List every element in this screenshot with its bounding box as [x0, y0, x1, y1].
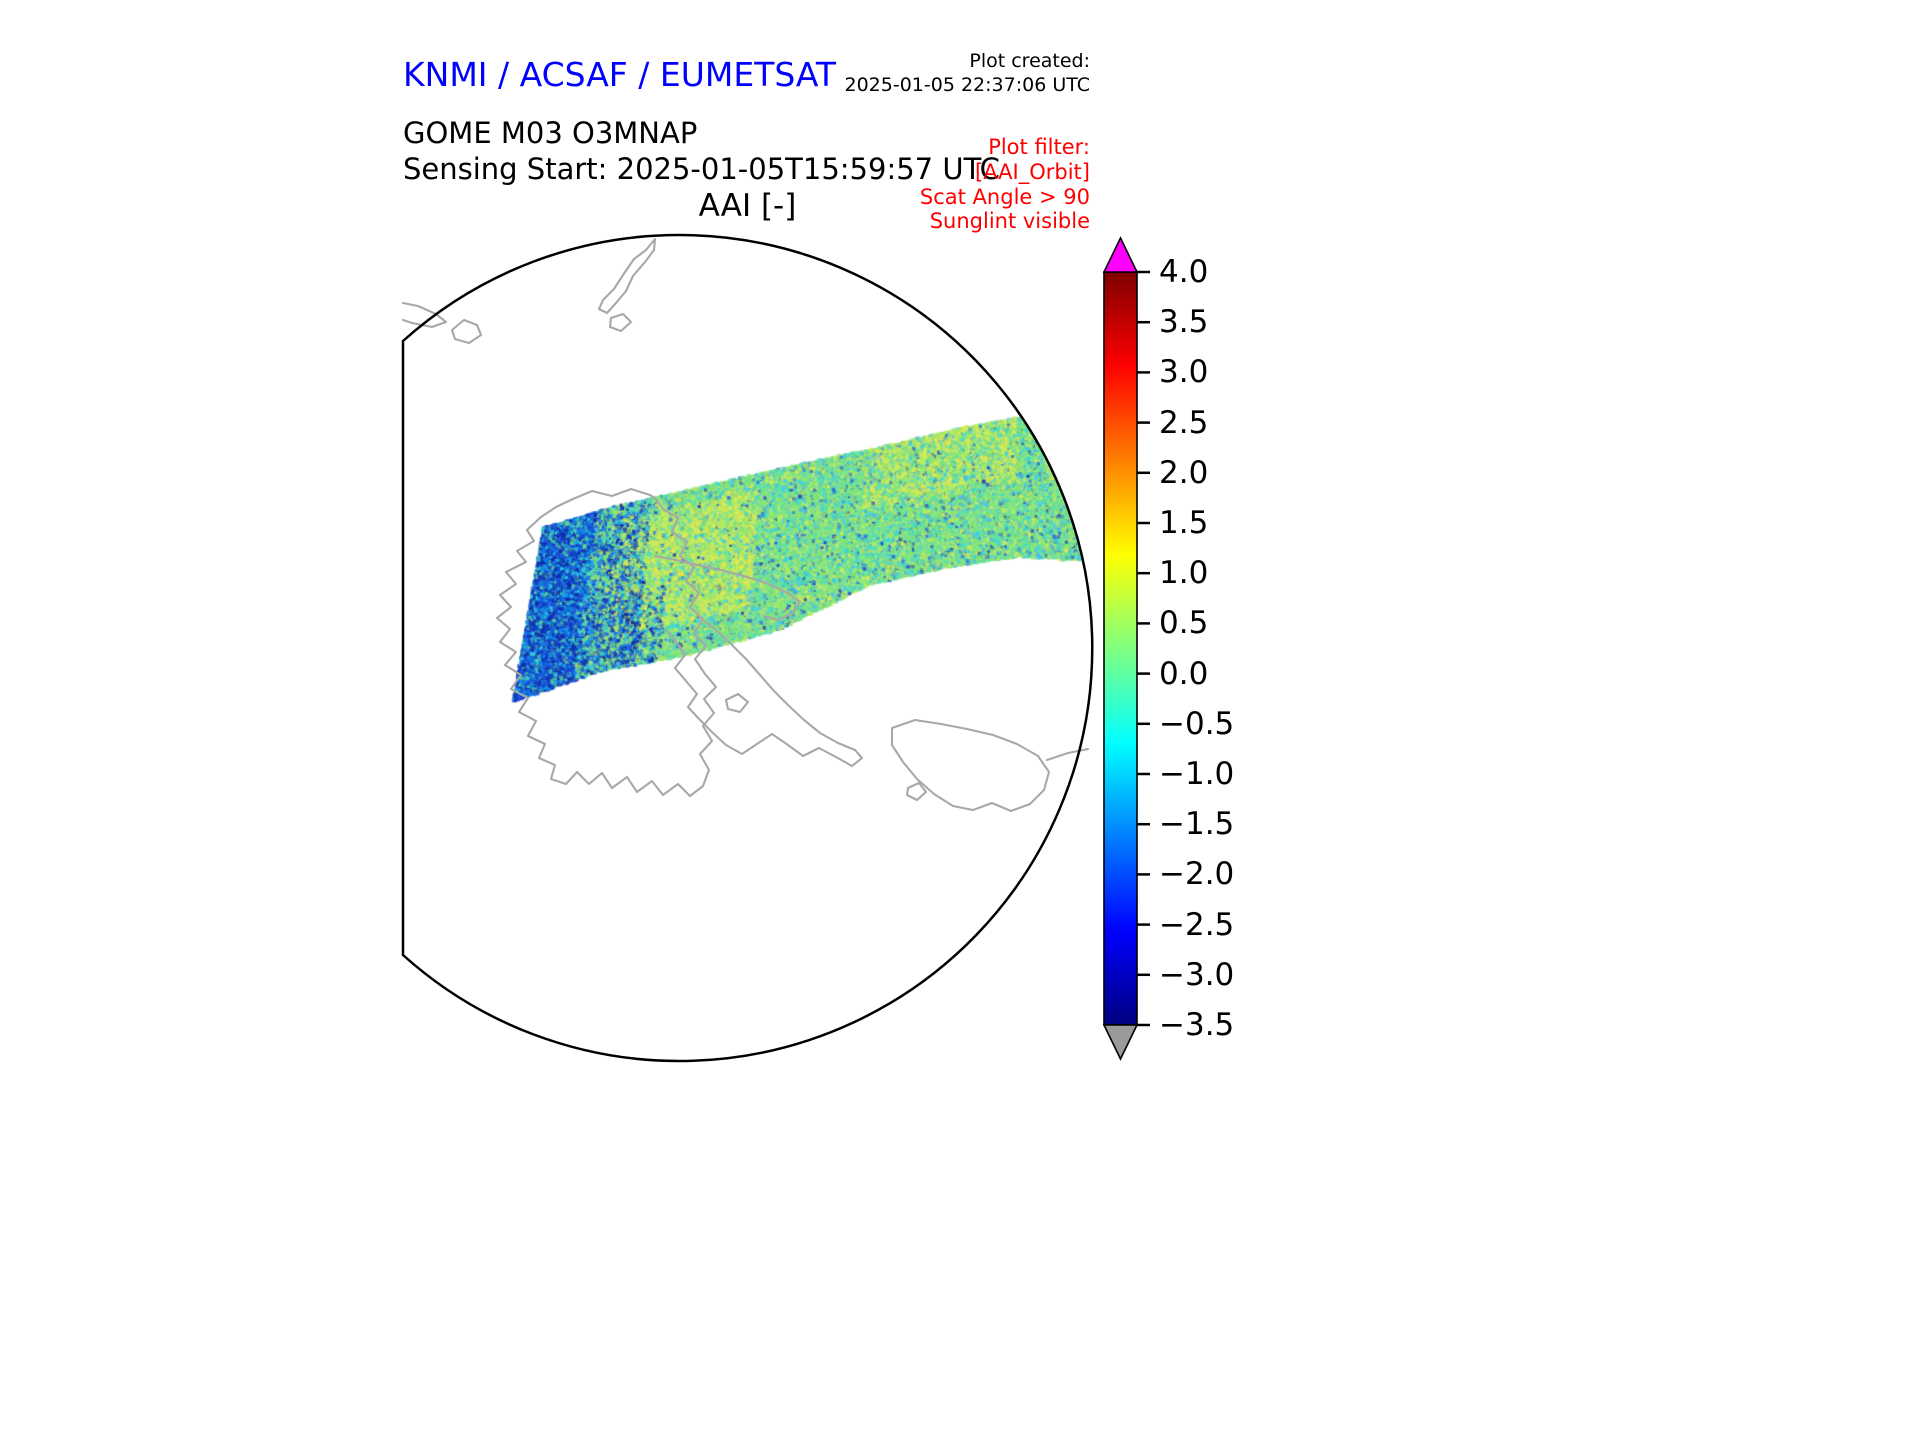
colorbar-tick-label: 3.5 [1159, 304, 1209, 341]
colorbar-tick-label: 2.5 [1159, 404, 1209, 441]
colorbar-tick-label: 0.5 [1159, 605, 1209, 642]
colorbar-tick-label: 2.0 [1159, 454, 1209, 491]
colorbar-tick-label: 3.0 [1159, 354, 1209, 391]
colorbar-tick-label: −3.0 [1159, 956, 1235, 993]
colorbar-tick-label: −2.0 [1159, 856, 1235, 893]
colorbar-tick-label: −2.5 [1159, 906, 1235, 943]
colorbar-tick-label: −1.5 [1159, 806, 1235, 843]
colorbar-tick-label: 0.0 [1159, 655, 1209, 692]
colorbar-tick-label: 1.0 [1159, 555, 1209, 592]
colorbar-tick-label: 1.5 [1159, 505, 1209, 541]
colorbar-tick-label: −0.5 [1159, 705, 1235, 742]
colorbar-tick-label: −3.5 [1159, 1007, 1235, 1043]
colorbar-tick-label: −1.0 [1159, 756, 1235, 792]
colorbar-tick-label: 4.0 [1159, 254, 1209, 290]
